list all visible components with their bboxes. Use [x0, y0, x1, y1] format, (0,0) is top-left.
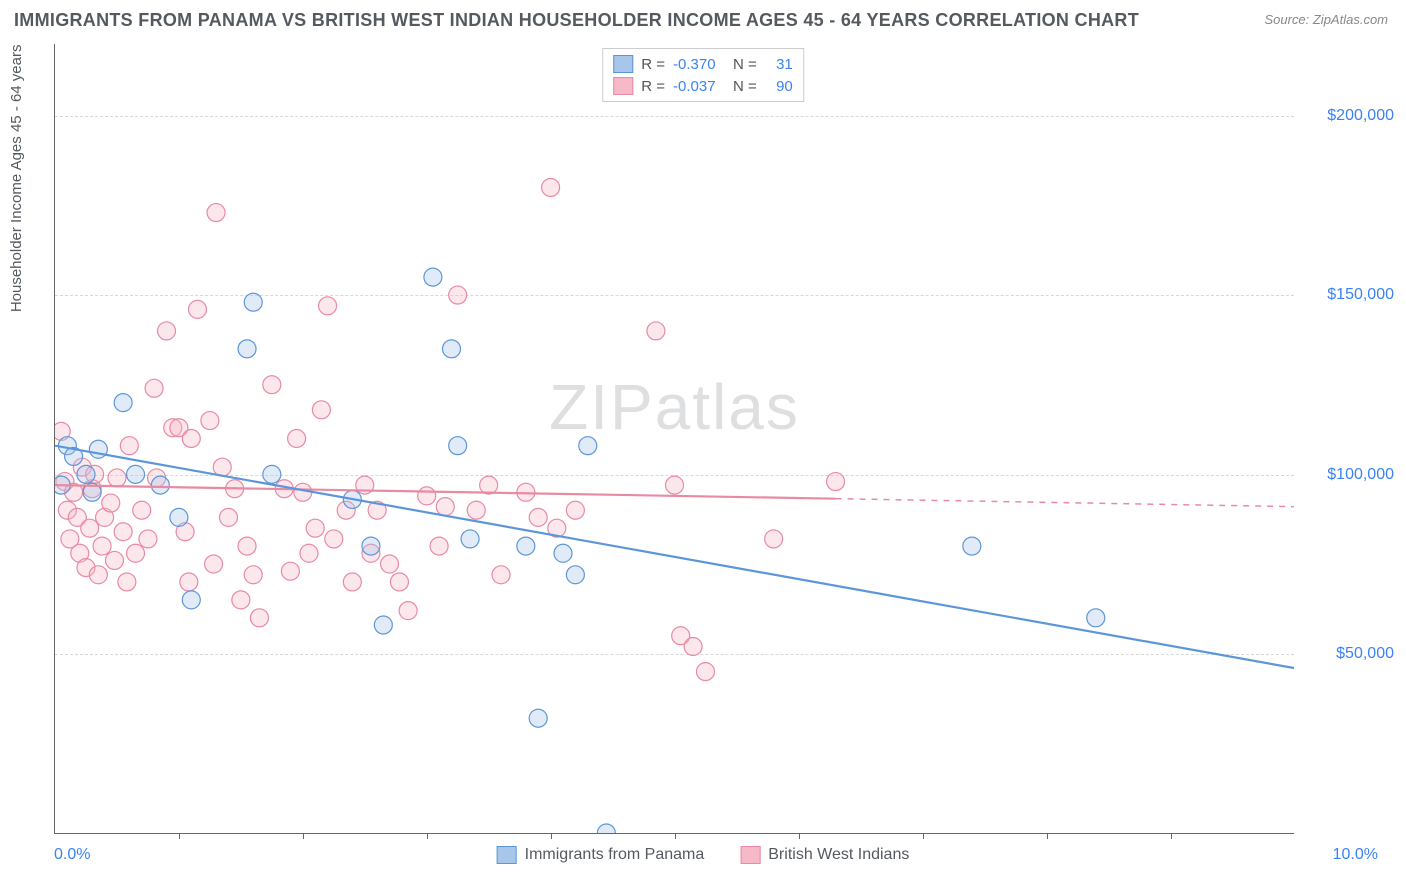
x-tick — [1171, 833, 1172, 839]
swatch-panama — [613, 55, 633, 73]
r-label: R = — [641, 78, 665, 95]
legend-item-bwi: British West Indians — [740, 846, 909, 864]
n-label: N = — [733, 78, 757, 95]
y-tick-label: $200,000 — [1304, 107, 1394, 125]
swatch-panama-bottom — [497, 846, 517, 864]
n-value-panama: 31 — [765, 56, 793, 73]
legend-label-panama: Immigrants from Panama — [525, 846, 705, 864]
x-axis-max-label: 10.0% — [1333, 846, 1378, 864]
legend-row-bwi: R = -0.037 N = 90 — [613, 75, 793, 97]
legend-label-bwi: British West Indians — [768, 846, 909, 864]
x-tick — [427, 833, 428, 839]
x-tick — [303, 833, 304, 839]
x-tick — [179, 833, 180, 839]
y-tick-label: $150,000 — [1304, 286, 1394, 304]
legend-item-panama: Immigrants from Panama — [497, 846, 705, 864]
n-label: N = — [733, 56, 757, 73]
r-value-panama: -0.370 — [673, 56, 725, 73]
swatch-bwi — [613, 77, 633, 95]
y-tick-label: $50,000 — [1304, 645, 1394, 663]
n-value-bwi: 90 — [765, 78, 793, 95]
x-tick — [675, 833, 676, 839]
y-axis-label: Householder Income Ages 45 - 64 years — [8, 45, 25, 313]
x-tick — [1047, 833, 1048, 839]
source-attribution: Source: ZipAtlas.com — [1264, 12, 1388, 27]
correlation-legend: R = -0.370 N = 31 R = -0.037 N = 90 — [602, 48, 804, 102]
swatch-bwi-bottom — [740, 846, 760, 864]
r-label: R = — [641, 56, 665, 73]
x-tick — [923, 833, 924, 839]
legend-row-panama: R = -0.370 N = 31 — [613, 53, 793, 75]
y-tick-label: $100,000 — [1304, 466, 1394, 484]
x-axis-min-label: 0.0% — [54, 846, 90, 864]
scatter-svg — [55, 44, 1294, 833]
series-legend: Immigrants from Panama British West Indi… — [497, 846, 910, 864]
x-tick — [799, 833, 800, 839]
chart-title: IMMIGRANTS FROM PANAMA VS BRITISH WEST I… — [14, 10, 1139, 31]
x-tick — [551, 833, 552, 839]
plot-area: ZIPatlas $50,000$100,000$150,000$200,000 — [54, 44, 1294, 834]
r-value-bwi: -0.037 — [673, 78, 725, 95]
